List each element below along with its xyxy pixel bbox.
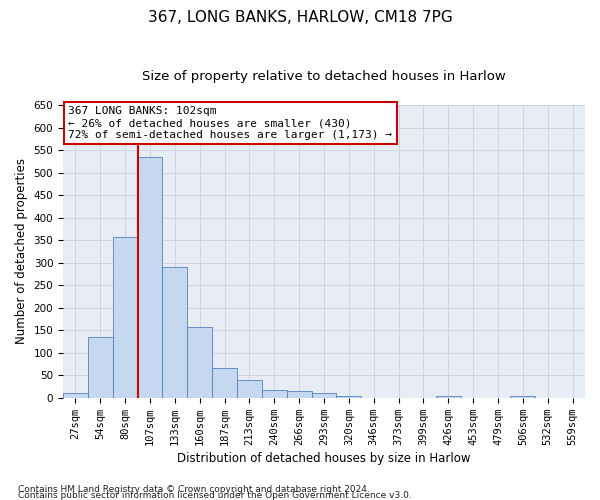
Text: Contains public sector information licensed under the Open Government Licence v3: Contains public sector information licen… bbox=[18, 490, 412, 500]
Bar bbox=[237, 380, 262, 398]
Bar bbox=[163, 267, 187, 398]
Bar bbox=[511, 396, 535, 398]
Bar bbox=[287, 391, 311, 398]
Bar bbox=[113, 236, 137, 398]
Bar bbox=[337, 396, 361, 398]
Text: 367, LONG BANKS, HARLOW, CM18 7PG: 367, LONG BANKS, HARLOW, CM18 7PG bbox=[148, 10, 452, 25]
Bar bbox=[311, 394, 337, 398]
X-axis label: Distribution of detached houses by size in Harlow: Distribution of detached houses by size … bbox=[177, 452, 471, 465]
Bar bbox=[88, 337, 113, 398]
Bar bbox=[137, 157, 163, 398]
Text: 367 LONG BANKS: 102sqm
← 26% of detached houses are smaller (430)
72% of semi-de: 367 LONG BANKS: 102sqm ← 26% of detached… bbox=[68, 106, 392, 140]
Bar bbox=[436, 396, 461, 398]
Text: Contains HM Land Registry data © Crown copyright and database right 2024.: Contains HM Land Registry data © Crown c… bbox=[18, 484, 370, 494]
Bar bbox=[212, 368, 237, 398]
Bar bbox=[262, 390, 287, 398]
Bar bbox=[187, 327, 212, 398]
Y-axis label: Number of detached properties: Number of detached properties bbox=[15, 158, 28, 344]
Title: Size of property relative to detached houses in Harlow: Size of property relative to detached ho… bbox=[142, 70, 506, 83]
Bar bbox=[63, 394, 88, 398]
